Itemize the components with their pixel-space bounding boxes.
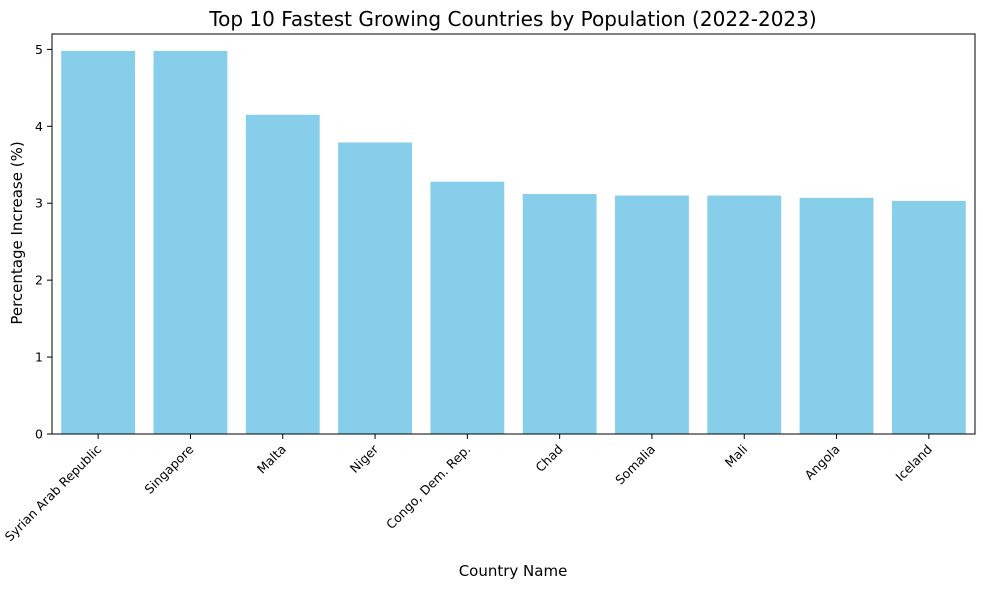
x-tick-label-2: Malta xyxy=(254,442,289,477)
y-tick-label-3: 3 xyxy=(35,196,43,211)
y-tick-label-1: 1 xyxy=(35,350,43,365)
x-tick-label-5: Chad xyxy=(532,442,565,475)
bar-2 xyxy=(245,114,320,435)
bar-7 xyxy=(707,195,782,434)
y-tick-label-0: 0 xyxy=(35,427,43,442)
y-tick-label-5: 5 xyxy=(35,42,43,57)
bar-4 xyxy=(430,181,505,434)
x-tick-label-0: Syrian Arab Republic xyxy=(2,441,105,544)
x-tick-label-3: Niger xyxy=(347,441,382,476)
x-tick-label-6: Somalia xyxy=(612,442,658,488)
y-tick-label-2: 2 xyxy=(35,273,43,288)
plot-frame xyxy=(51,33,976,435)
bar-1 xyxy=(153,50,228,435)
y-tick-label-4: 4 xyxy=(35,119,43,134)
x-tick-label-7: Mali xyxy=(722,442,751,471)
bar-5 xyxy=(522,194,597,434)
x-axis-label: Country Name xyxy=(459,562,568,580)
bar-8 xyxy=(799,197,874,434)
bar-0 xyxy=(61,50,136,435)
bars-layer xyxy=(61,50,966,435)
bar-9 xyxy=(891,200,966,434)
x-tick-label-8: Angola xyxy=(802,442,843,483)
x-tick-label-9: Iceland xyxy=(892,442,935,485)
y-axis-ticks: 0 1 2 3 4 5 xyxy=(35,42,52,442)
x-axis-ticks: Syrian Arab Republic Singapore Malta Niger C… xyxy=(2,434,935,544)
chart-title: Top 10 Fastest Growing Countries by Popu… xyxy=(208,7,816,31)
bar-6 xyxy=(615,195,689,434)
bar-3 xyxy=(338,142,412,434)
x-tick-label-1: Singapore xyxy=(141,441,196,496)
y-axis-label: Percentage Increase (%) xyxy=(8,141,26,324)
x-tick-label-4: Congo, Dem. Rep. xyxy=(383,442,474,533)
